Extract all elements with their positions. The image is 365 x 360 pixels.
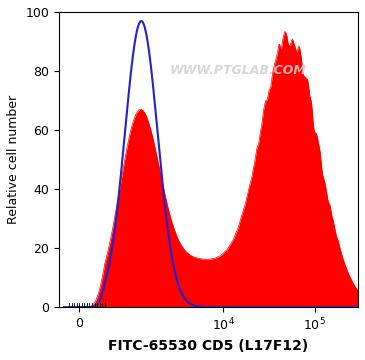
Y-axis label: Relative cell number: Relative cell number — [7, 95, 20, 224]
Text: WWW.PTGLAB.COM: WWW.PTGLAB.COM — [170, 64, 307, 77]
X-axis label: FITC-65530 CD5 (L17F12): FITC-65530 CD5 (L17F12) — [108, 339, 309, 353]
